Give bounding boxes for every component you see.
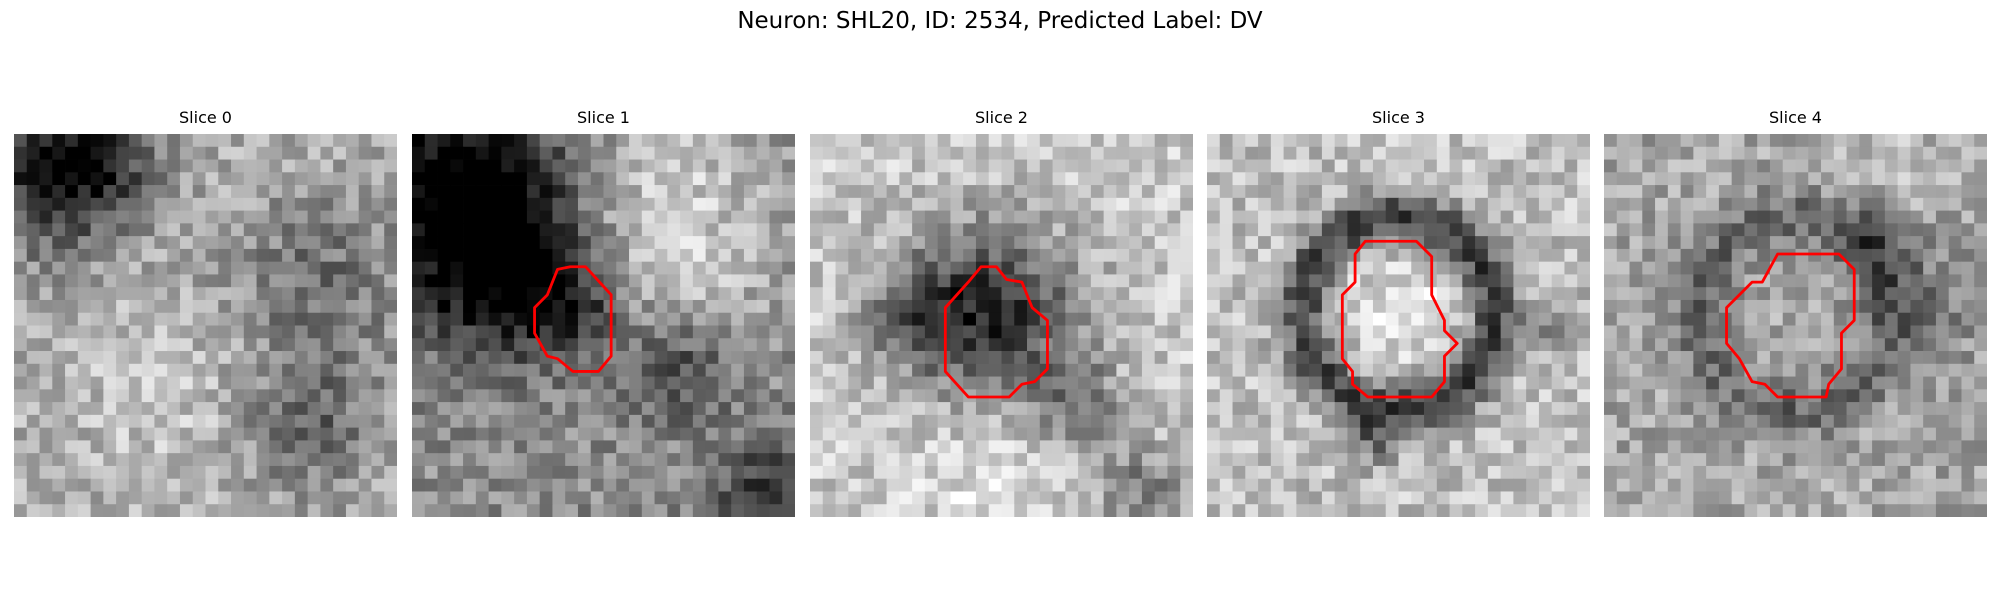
roi-contour-slice-4	[1725, 252, 1856, 399]
roi-contour-slice-1	[533, 265, 613, 373]
panel-title-slice-4: Slice 4	[1769, 108, 1822, 127]
slice-3-image	[1207, 134, 1590, 517]
panel-title-slice-2: Slice 2	[975, 108, 1028, 127]
roi-contour-slice-3	[1340, 239, 1459, 399]
panel-title-slice-1: Slice 1	[577, 108, 630, 127]
slice-4-image	[1604, 134, 1987, 517]
slice-0-image	[14, 134, 397, 517]
slice-1-image	[412, 134, 795, 517]
figure-title: Neuron: SHL20, ID: 2534, Predicted Label…	[737, 8, 1263, 34]
panel-title-slice-0: Slice 0	[179, 108, 232, 127]
slice-2-image	[810, 134, 1193, 517]
panel-title-slice-3: Slice 3	[1372, 108, 1425, 127]
roi-contour-slice-2	[943, 265, 1049, 399]
